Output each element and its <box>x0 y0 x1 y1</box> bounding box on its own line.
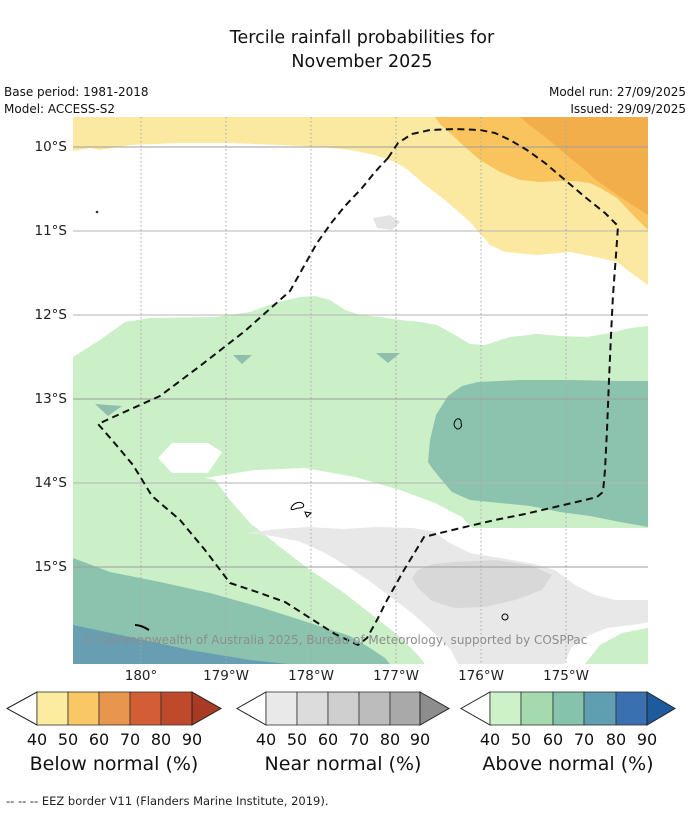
legend-tick: 60 <box>88 730 110 749</box>
legend-swatch <box>552 691 585 726</box>
legend-swatch <box>389 691 421 726</box>
reef-marker <box>95 404 122 416</box>
legend-near-normal-label: Near normal (%) <box>264 753 422 775</box>
legend-tick: 70 <box>119 730 141 749</box>
legend-tick: 40 <box>479 730 501 749</box>
legend-swatch <box>160 691 193 726</box>
region-above-60-70-east <box>428 380 648 527</box>
legend-near-normal: 40 50 60 70 80 90 Near normal (%) <box>236 691 450 791</box>
legend-tick: 50 <box>57 730 79 749</box>
base-period-text: Base period: 1981-2018 <box>4 85 149 99</box>
legend-swatch <box>129 691 162 726</box>
axis-lat-label: 13°S <box>34 391 68 407</box>
legend-arrow-right <box>419 691 450 726</box>
legend-tick: 40 <box>26 730 48 749</box>
reef-marker <box>376 353 400 363</box>
legend-above-normal-bar <box>460 691 676 726</box>
legend-arrow-left <box>6 691 38 726</box>
legend-below-normal-label: Below normal (%) <box>29 753 199 775</box>
legend-below-normal: 40 50 60 70 80 90 Below normal (%) <box>6 691 222 791</box>
eez-border-line <box>97 128 619 646</box>
page-title: Tercile rainfall probabilities for Novem… <box>73 26 651 74</box>
axis-lat-label: 11°S <box>34 223 68 239</box>
legend-swatch <box>520 691 554 726</box>
model-run-text: Model run: 27/09/2025 <box>548 85 686 99</box>
map-region: © Commonwealth of Australia 2025, Bureau… <box>73 117 648 664</box>
region-near-40-50-patch <box>373 215 400 230</box>
axis-lon-label: 175°W <box>543 668 589 684</box>
island-dot <box>95 210 99 214</box>
legend-tick: 70 <box>348 730 370 749</box>
legend-tick: 60 <box>542 730 564 749</box>
reef-marker <box>233 355 252 364</box>
legend-tick: 40 <box>255 730 277 749</box>
region-near-50-60 <box>412 560 552 608</box>
legend-tick: 90 <box>636 730 658 749</box>
legend-below-normal-bar <box>6 691 222 726</box>
legend-above-normal-label: Above normal (%) <box>482 753 654 775</box>
legend-arrow-right <box>191 691 222 726</box>
island-outline <box>453 418 462 430</box>
model-text: Model: ACCESS-S2 <box>4 102 116 116</box>
region-above-40-50-corner <box>585 628 648 664</box>
legend-tick: 70 <box>573 730 595 749</box>
axis-lat-label: 10°S <box>34 139 68 155</box>
island-outlines <box>95 210 509 631</box>
island-outline <box>304 511 313 518</box>
title-line-2: November 2025 <box>291 52 433 72</box>
legend-tick: 50 <box>286 730 308 749</box>
region-below-60-70 <box>520 117 648 215</box>
legend-arrow-left <box>460 691 491 726</box>
island-outline <box>501 613 509 621</box>
axis-lon-label: 176°W <box>458 668 504 684</box>
legend-swatch <box>265 691 298 726</box>
legend-tick: 80 <box>605 730 627 749</box>
meta-right: Model run: 27/09/2025 Issued: 29/09/2025 <box>549 84 686 118</box>
legend-tick: 80 <box>150 730 172 749</box>
legend-tick: 90 <box>181 730 203 749</box>
legend-tick: 90 <box>409 730 431 749</box>
legend-swatch <box>615 691 648 726</box>
axis-lon-label: 177°W <box>373 668 419 684</box>
white-cutout-hexagon <box>158 443 222 473</box>
axis-lon-label: 180° <box>124 668 158 684</box>
meta-left: Base period: 1981-2018 Model: ACCESS-S2 <box>4 84 149 118</box>
copyright-text: © Commonwealth of Australia 2025, Bureau… <box>82 633 588 647</box>
legend-tick: 80 <box>379 730 401 749</box>
axis-lat-label: 12°S <box>34 307 68 323</box>
axis-lat-label: 14°S <box>34 475 68 491</box>
gridlines <box>73 117 648 664</box>
map-canvas <box>73 117 648 664</box>
island-outline <box>134 624 150 631</box>
legend-swatch <box>296 691 329 726</box>
legend-swatch <box>358 691 391 726</box>
legend-swatch <box>36 691 69 726</box>
legend-swatch <box>327 691 360 726</box>
legend-swatch <box>67 691 100 726</box>
legend-tick: 50 <box>510 730 532 749</box>
legend-swatch <box>583 691 617 726</box>
legend-arrow-right <box>646 691 676 726</box>
legend-swatch <box>489 691 522 726</box>
axis-lat-label: 15°S <box>34 559 68 575</box>
legend-swatch <box>98 691 131 726</box>
legend-above-normal: 40 50 60 70 80 90 Above normal (%) <box>460 691 676 791</box>
legend-arrow-left <box>236 691 267 726</box>
legend-near-normal-bar <box>236 691 450 726</box>
eez-footnote: -- -- -- EEZ border V11 (Flanders Marine… <box>6 794 329 808</box>
region-above-70-80-corner <box>73 625 288 664</box>
island-outline <box>290 501 305 511</box>
title-line-1: Tercile rainfall probabilities for <box>229 28 495 48</box>
legend-tick: 60 <box>317 730 339 749</box>
issued-text: Issued: 29/09/2025 <box>570 102 686 116</box>
axis-lon-label: 179°W <box>203 668 249 684</box>
axis-lon-label: 178°W <box>288 668 334 684</box>
